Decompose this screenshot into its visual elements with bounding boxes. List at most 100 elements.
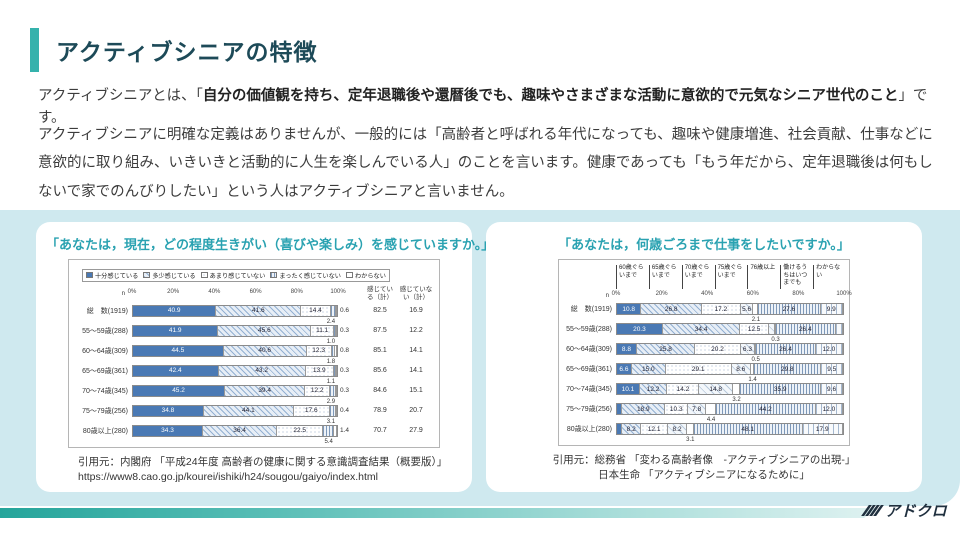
logo-text: アドクロ	[884, 502, 947, 520]
segment-value: 10.1	[621, 385, 635, 393]
row-label: 65〜69歳(361)	[82, 367, 128, 375]
stacked-bar: 34.3 36.4 22.5 5.4	[132, 424, 338, 445]
bar-segment: 17.6	[293, 405, 330, 416]
bar-segment: 41.9	[133, 325, 219, 336]
bar-segment	[617, 404, 623, 414]
bar-segment: 40.6	[223, 345, 307, 356]
callout-value: 1.8	[326, 358, 336, 365]
left-citation: 引用元：内閣府 「平成24年度 高齢者の健康に関する意識調査結果（概要版）」 h…	[78, 455, 462, 485]
bar-segment	[706, 404, 716, 414]
adcro-logo: アドクロ	[861, 500, 947, 520]
bar-segment: 5.6	[740, 304, 754, 314]
bar-segment: 12.0	[815, 344, 843, 354]
bar-segment: 29.8	[754, 364, 822, 374]
chart-row: 70〜74歳(345) 10.1 12.2 14.2 14.8 35.9 9.6 3.2	[564, 383, 844, 403]
segment-value: 7.8	[692, 405, 702, 413]
segment-value: 8.8	[621, 345, 631, 353]
left-citation-source: 引用元：内閣府 「平成24年度 高齢者の健康に関する意識調査結果（概要版）」	[78, 455, 448, 468]
page-title: アクティブシニアの特徴	[56, 39, 318, 65]
stacked-bar: 41.9 45.6 11.1 1.0	[132, 324, 338, 345]
segment-value: 34.8	[161, 407, 175, 415]
left-chart-card: 「あなたは，現在，どの程度生きがい（喜びや楽しみ）を感じていますか。」 十分感じ…	[36, 222, 494, 492]
bar-segment	[335, 385, 337, 396]
segment-value: 12.0	[822, 345, 836, 353]
chart-row: 60〜64歳(309) 44.5 40.6 12.3 1.8 0.8 85.1 14.1	[74, 344, 434, 365]
bar-segment: 14.2	[667, 384, 700, 394]
segment-value: 14.2	[676, 385, 690, 393]
segment-value: 25.8	[659, 345, 672, 353]
bar-segment	[336, 325, 337, 336]
segment-value: 44.2	[759, 405, 772, 413]
segment-value: 9.6	[827, 385, 837, 393]
total-value: 27.9	[409, 427, 423, 435]
bar-segment	[330, 385, 336, 396]
legend-item: 働けるうちはいつまでも	[780, 265, 811, 289]
bar-segment: 14.4	[301, 305, 331, 316]
legend-marker-icon	[270, 272, 278, 278]
stacked-bar: 10.1 12.2 14.2 14.8 35.9 9.6 3.2	[616, 383, 844, 403]
bar-segment: 12.1	[640, 424, 669, 434]
intro-prefix: アクティブシニアとは、「	[38, 88, 203, 104]
callout-value: 2.9	[326, 398, 336, 405]
segment-value: 6.3	[742, 345, 752, 353]
bar-segment	[333, 365, 336, 376]
bar-segment: 12.0	[815, 404, 843, 414]
bar-segment	[335, 345, 337, 356]
chart-row: 総 数(1919) 10.8 26.8 17.2 5.6 27.6 9.9 2.1	[564, 303, 844, 323]
segment-value: 20.2	[711, 345, 724, 353]
row-label: 70〜74歳(345)	[566, 386, 612, 393]
intro-description: アクティブシニアに明確な定義はありませんが、一般的には「高齢者と呼ばれる年代にな…	[38, 127, 933, 200]
x-axis: 0% 20% 40% 60% 80% 100%	[128, 289, 346, 298]
segment-value: 29.1	[691, 365, 705, 373]
row-label: 55〜59歳(288)	[566, 326, 612, 333]
stacked-bar: 44.5 40.6 12.3 1.8	[132, 344, 338, 365]
row-label: 60〜64歳(309)	[566, 346, 612, 353]
bar-segment: 10.1	[617, 384, 640, 394]
bar-segment: 7.8	[688, 404, 707, 414]
left-citation-url: https://www8.cao.go.jp/kourei/ishiki/h24…	[78, 470, 378, 483]
last-segment-value: 0.6	[340, 307, 350, 315]
n-label: n	[605, 292, 609, 299]
legend-item: 70歳ぐらいまで	[681, 265, 713, 289]
bar-segment: 43.2	[218, 365, 306, 376]
stacked-bar: 6.6 15.0 29.1 8.6 29.8 9.5 1.4	[616, 363, 844, 383]
x-tick-label: 100%	[836, 291, 852, 297]
bar-segment	[330, 305, 336, 316]
stacked-bar: 34.8 44.1 17.6 3.1	[132, 404, 338, 425]
row-label: 65〜69歳(361)	[566, 366, 612, 373]
footer-accent-bar	[0, 508, 878, 518]
segment-value: 34.4	[694, 325, 708, 333]
bar-segment: 12.2	[305, 385, 331, 396]
chart-row: 65〜69歳(361) 6.6 15.0 29.1 8.6 29.8 9.5 1.4	[564, 363, 844, 383]
last-segment-value: 0.3	[340, 327, 350, 335]
stacked-bar: 45.2 39.4 12.2 2.9	[132, 384, 338, 405]
row-label: 総 数(1919)	[86, 307, 128, 315]
stacked-bar: 18.9 10.3 7.8 44.2 12.0 4.4	[616, 403, 844, 423]
right-citation-source: 引用元：総務省 「変わる高齢者像 -アクティブシニアの出現-」	[552, 454, 856, 466]
bar-segment	[755, 344, 757, 354]
chart-row: 80歳以上(280) 34.3 36.4 22.5 5.4 1.4 70.7 27.9	[74, 424, 434, 445]
total-value: 20.7	[409, 407, 423, 415]
segment-value: 10.3	[669, 405, 683, 413]
callout-value: 3.2	[732, 397, 741, 403]
segment-value: 44.5	[171, 347, 185, 355]
stacked-bar: 42.4 43.2 13.9 1.1	[132, 364, 338, 385]
totals-header: 感じている（計）	[367, 285, 393, 301]
segment-value: 17.6	[304, 407, 318, 415]
bar-segment	[617, 424, 623, 434]
legend-item: まったく感じていない	[270, 271, 341, 280]
row-label: 80歳以上(280)	[566, 426, 612, 433]
totals-header: 感じていない（計）	[399, 285, 433, 301]
x-axis: 0% 20% 40% 60% 80% 100%	[612, 291, 852, 300]
x-tick-label: 60%	[746, 291, 759, 297]
chart-row: 総 数(1919) 40.9 41.6 14.4 2.4 0.6 82.5 16.9	[74, 304, 434, 325]
callout-value: 3.1	[686, 437, 695, 443]
bar-segment: 34.8	[133, 405, 204, 416]
title-accent-bar	[30, 28, 39, 72]
legend-item: 60歳ぐらいまで	[616, 265, 647, 289]
row-label: 70〜74歳(345)	[82, 387, 128, 395]
bar-segment	[774, 324, 776, 334]
segment-value: 44.1	[242, 407, 255, 415]
bar-segment	[336, 365, 337, 376]
